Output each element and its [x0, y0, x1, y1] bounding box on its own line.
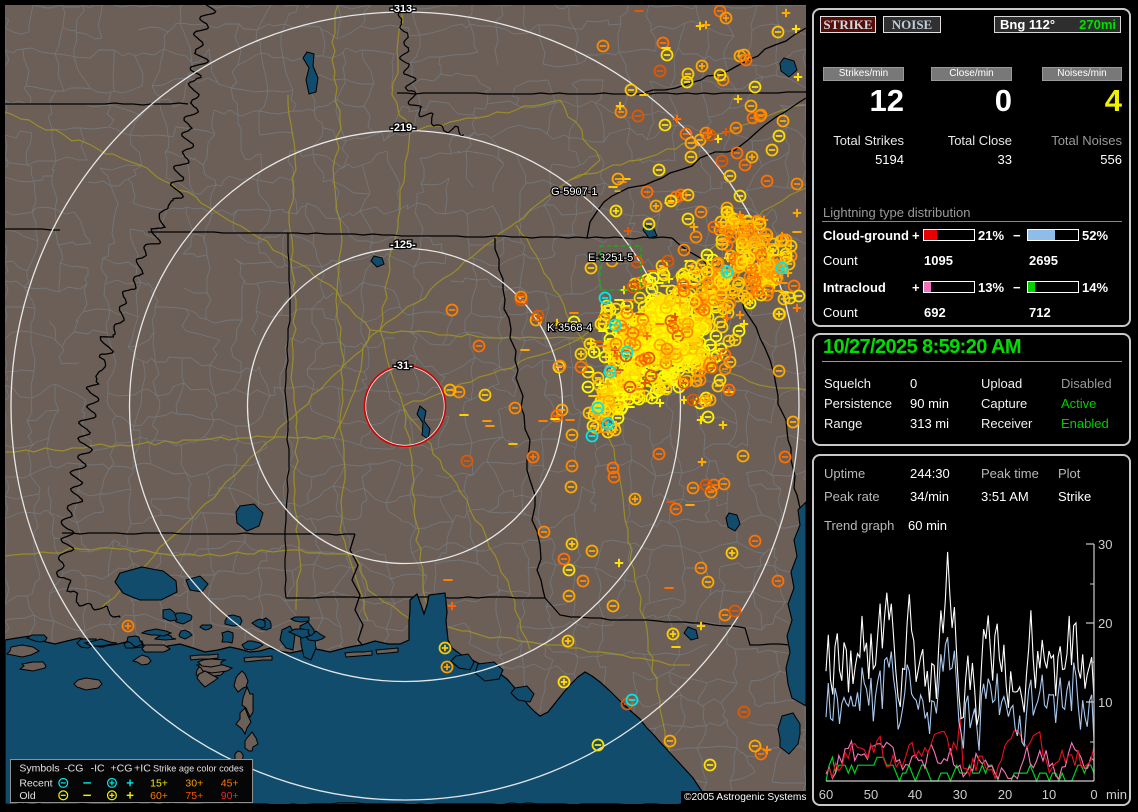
svg-text:K-3568-4: K-3568-4 — [547, 322, 592, 334]
svg-text:10: 10 — [1098, 695, 1112, 710]
svg-text:75+: 75+ — [185, 790, 203, 802]
svg-text:90+: 90+ — [221, 790, 239, 802]
svg-text:−: − — [614, 184, 621, 198]
svg-text:-125-: -125- — [390, 239, 416, 251]
svg-text:10: 10 — [1042, 787, 1056, 802]
svg-text:min: min — [1106, 787, 1127, 802]
svg-text:Recent: Recent — [19, 778, 52, 790]
svg-text:30: 30 — [1098, 537, 1112, 552]
svg-text:30+: 30+ — [185, 778, 203, 790]
svg-text:-CG: -CG — [64, 762, 83, 774]
svg-text:Strike age color codes: Strike age color codes — [153, 763, 244, 773]
svg-text:15+: 15+ — [150, 778, 168, 790]
svg-text:-31-: -31- — [393, 360, 413, 372]
svg-text:✓: ✓ — [610, 323, 619, 335]
svg-text:-IC: -IC — [91, 762, 105, 774]
svg-text:30: 30 — [953, 787, 967, 802]
svg-text:G-5907-1: G-5907-1 — [551, 186, 597, 198]
svg-text:+IC: +IC — [134, 762, 151, 774]
svg-text:+CG: +CG — [111, 762, 133, 774]
svg-text:60: 60 — [819, 787, 833, 802]
svg-text:45+: 45+ — [221, 778, 239, 790]
svg-text:50: 50 — [864, 787, 878, 802]
svg-text:Old: Old — [19, 790, 36, 802]
svg-text:60+: 60+ — [150, 790, 168, 802]
svg-text:-313-: -313- — [390, 5, 416, 15]
svg-text:Symbols: Symbols — [19, 762, 59, 774]
svg-text:0: 0 — [1090, 787, 1097, 802]
svg-text:20: 20 — [1098, 616, 1112, 631]
svg-text:20: 20 — [998, 787, 1012, 802]
svg-text:-219-: -219- — [390, 122, 416, 134]
svg-text:40: 40 — [908, 787, 922, 802]
svg-text:E-3251-5: E-3251-5 — [588, 252, 633, 264]
